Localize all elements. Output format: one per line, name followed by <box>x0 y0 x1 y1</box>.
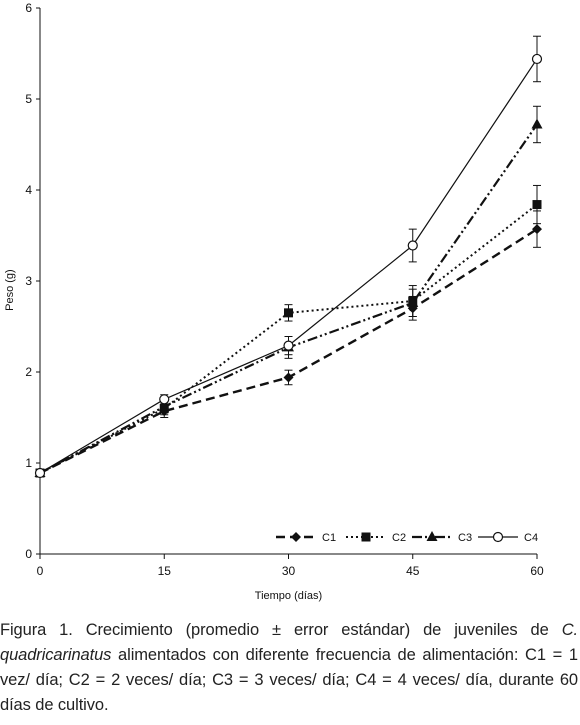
y-tick-label: 4 <box>25 183 32 197</box>
legend-label-c3: C3 <box>458 532 472 544</box>
x-tick-label: 15 <box>158 564 172 578</box>
y-tick-label: 2 <box>25 365 32 379</box>
y-tick-label: 1 <box>25 456 32 470</box>
data-point <box>407 296 419 307</box>
x-tick-label: 60 <box>530 564 544 578</box>
y-axis-title: Peso (g) <box>4 269 16 311</box>
legend-marker-c2 <box>361 532 371 542</box>
legend-marker-c4 <box>492 531 504 543</box>
figure-caption: Figura 1. Crecimiento (promedio ± error … <box>0 618 578 718</box>
data-point <box>531 118 543 129</box>
data-point <box>284 308 293 318</box>
caption-species-name: C. quadricarinatus <box>0 621 578 664</box>
series-line <box>39 123 538 474</box>
caption-text-2: alimentados con diferente frecuencia de … <box>0 646 578 714</box>
data-point <box>159 394 170 405</box>
data-point <box>283 372 294 383</box>
legend: C1 C2 C3 C4 <box>276 531 538 544</box>
x-tick-label: 45 <box>406 564 420 578</box>
x-axis-title: Tiempo (días) <box>255 590 322 602</box>
legend-label-c2: C2 <box>392 532 406 544</box>
series-c2 <box>35 184 542 478</box>
legend-marker-c1 <box>291 532 301 542</box>
series-c4 <box>34 35 543 479</box>
data-point <box>158 400 170 411</box>
data-point <box>283 340 294 351</box>
series-line <box>39 58 538 474</box>
x-tick-label: 30 <box>282 564 296 578</box>
data-point <box>407 240 418 251</box>
y-tick-label: 6 <box>25 1 32 15</box>
data-point <box>34 467 46 479</box>
x-tick-label: 0 <box>37 564 44 578</box>
caption-text-1: Figura 1. Crecimiento (promedio ± error … <box>0 621 562 639</box>
series-c3 <box>34 105 543 478</box>
legend-label-c1: C1 <box>322 532 336 544</box>
legend-label-c4: C4 <box>524 532 538 544</box>
legend-marker-c3 <box>426 531 438 541</box>
data-point <box>531 53 543 65</box>
data-point <box>532 224 542 235</box>
y-tick-label: 5 <box>25 92 32 106</box>
y-tick-label: 0 <box>25 547 32 561</box>
data-point <box>532 200 542 210</box>
y-tick-label: 3 <box>25 274 32 288</box>
